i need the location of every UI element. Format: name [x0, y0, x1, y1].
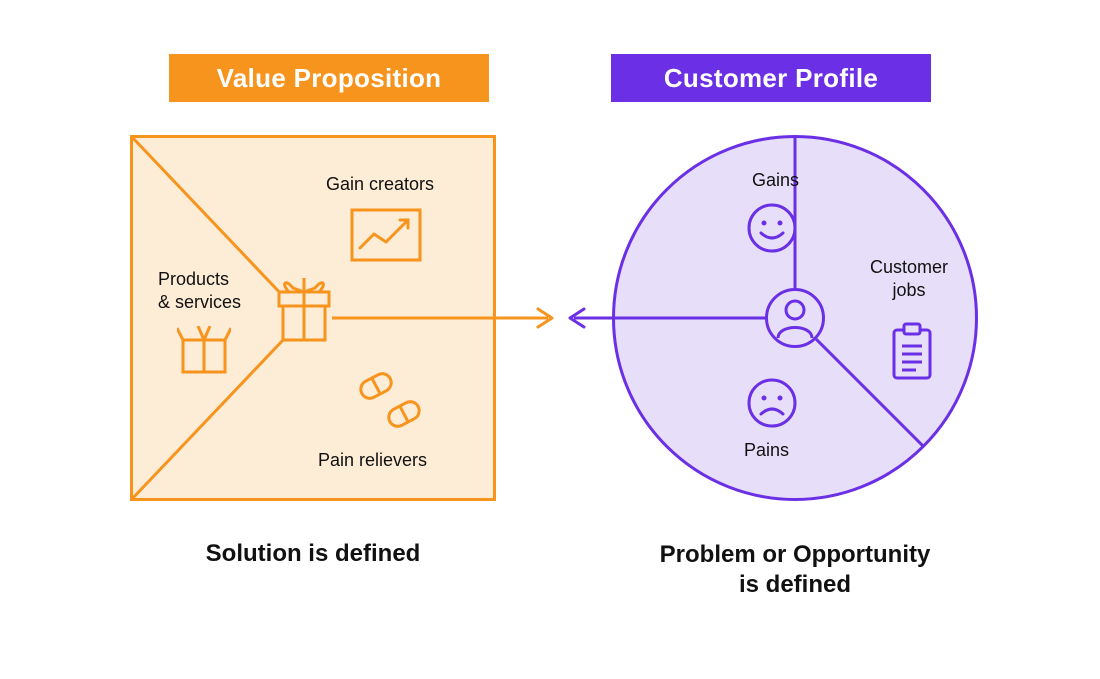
gains-label: Gains	[752, 170, 799, 191]
customer-profile-header: Customer Profile	[611, 54, 931, 102]
value-proposition-header: Value Proposition	[169, 54, 489, 102]
smile-face-icon	[747, 203, 797, 253]
value-proposition-header-label: Value Proposition	[217, 63, 442, 94]
open-box-icon	[177, 326, 231, 376]
problem-caption: Problem or Opportunity is defined	[635, 540, 955, 600]
products-services-label: Products & services	[158, 268, 241, 313]
gain-creators-label: Gain creators	[326, 174, 434, 195]
solution-caption: Solution is defined	[190, 540, 436, 568]
gift-box-icon	[275, 272, 333, 344]
pills-icon	[350, 368, 436, 438]
pain-relievers-label: Pain relievers	[318, 450, 427, 471]
customer-profile-header-label: Customer Profile	[664, 63, 878, 94]
growth-chart-icon	[350, 208, 422, 262]
user-hub-icon	[765, 288, 825, 348]
pains-label: Pains	[744, 440, 789, 461]
value-prop-arrow	[332, 306, 562, 330]
clipboard-icon	[890, 322, 934, 382]
diagram-canvas: Value Proposition Customer Profile Produ…	[0, 0, 1100, 679]
frown-face-icon	[747, 378, 797, 428]
customer-profile-arrow	[560, 306, 770, 330]
customer-jobs-label: Customer jobs	[870, 256, 948, 301]
